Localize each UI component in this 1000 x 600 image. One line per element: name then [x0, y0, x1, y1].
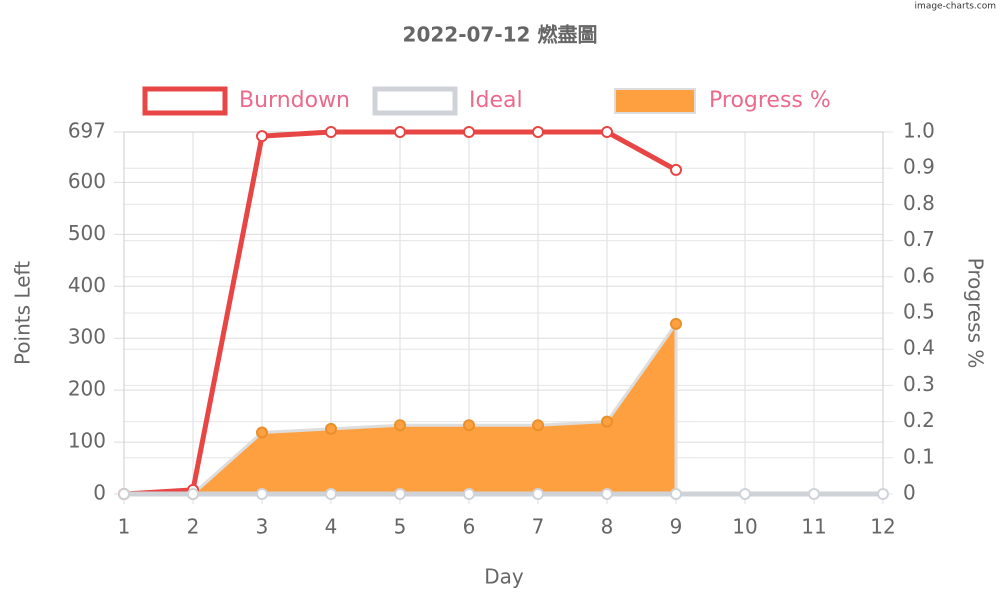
- y2-tick-label: 0.3: [903, 372, 935, 396]
- point: [670, 317, 682, 330]
- x-tick-label: 4: [325, 515, 338, 539]
- x-tick-label: 5: [394, 515, 407, 539]
- point: [601, 415, 613, 428]
- point: [256, 426, 268, 439]
- y-axis-label: Points Left: [11, 261, 35, 365]
- chart-title: 2022-07-12 燃盡圖: [403, 23, 598, 47]
- legend-label: Progress %: [709, 88, 831, 113]
- y-tick-label: 600: [68, 169, 106, 193]
- x-tick-label: 1: [118, 515, 131, 539]
- legend-swatch: [142, 86, 228, 116]
- watermark: image-charts.com: [915, 2, 996, 12]
- y-tick-label: 697: [68, 119, 106, 143]
- y2-tick-label: 0.5: [903, 300, 935, 324]
- y-tick-label: 100: [68, 429, 106, 453]
- x-axis-label: Day: [484, 565, 524, 589]
- x-tick-label: 11: [801, 515, 826, 539]
- point: [394, 126, 406, 138]
- x-tick-label: 3: [256, 515, 269, 539]
- y-tick-label: 500: [68, 221, 106, 245]
- legend-label: Ideal: [469, 88, 523, 113]
- y2-tick-label: 0.7: [903, 227, 935, 251]
- point: [256, 488, 268, 500]
- point: [877, 488, 889, 500]
- point: [670, 488, 682, 500]
- point: [118, 488, 130, 500]
- legend-swatch: [372, 86, 458, 116]
- legend-label: Burndown: [239, 88, 350, 113]
- y2-tick-label: 0.6: [903, 263, 935, 287]
- y2-tick-label: 0.8: [903, 191, 935, 215]
- y-tick-label: 400: [68, 273, 106, 297]
- point: [670, 163, 682, 176]
- point: [532, 419, 544, 432]
- x-tick-label: 10: [732, 515, 757, 539]
- point: [394, 419, 406, 432]
- legend-swatch: [614, 88, 696, 114]
- point: [808, 488, 820, 500]
- x-tick-label: 6: [463, 515, 476, 539]
- point: [187, 488, 199, 500]
- y2-tick-label: 0.1: [903, 444, 935, 468]
- point: [325, 422, 337, 435]
- x-tick-label: 12: [870, 515, 895, 539]
- y-tick-label: 200: [68, 377, 106, 401]
- y2-tick-label: 1.0: [903, 119, 935, 143]
- point: [463, 126, 475, 138]
- point: [601, 488, 613, 500]
- y2-axis-label: Progress %: [964, 258, 988, 369]
- x-tick-label: 7: [532, 515, 545, 539]
- point: [463, 488, 475, 500]
- point: [463, 419, 475, 432]
- y-tick-label: 300: [68, 325, 106, 349]
- y2-tick-label: 0.9: [903, 155, 935, 179]
- point: [532, 488, 544, 500]
- x-tick-label: 2: [187, 515, 200, 539]
- point: [739, 488, 751, 500]
- point: [256, 130, 268, 143]
- y-tick-label: 0: [93, 481, 106, 505]
- point: [394, 488, 406, 500]
- x-tick-label: 9: [670, 515, 683, 539]
- y2-tick-label: 0: [903, 481, 916, 505]
- y2-tick-label: 0.2: [903, 408, 935, 432]
- point: [325, 126, 337, 138]
- point: [532, 126, 544, 138]
- x-tick-label: 8: [601, 515, 614, 539]
- point: [601, 126, 613, 138]
- y2-tick-label: 0.4: [903, 336, 935, 360]
- point: [325, 488, 337, 500]
